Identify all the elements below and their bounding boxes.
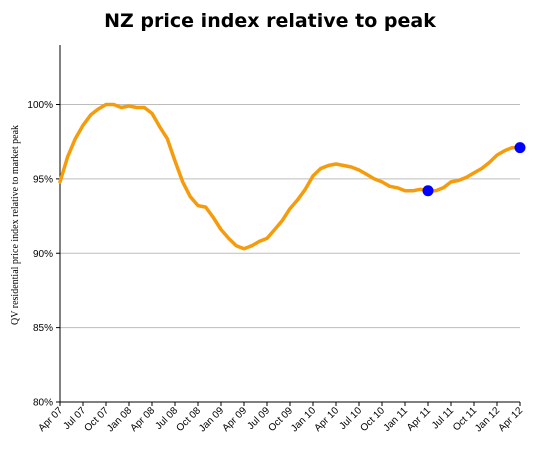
- x-tick-label: Apr 12: [497, 405, 526, 434]
- data-point-marker: [422, 185, 434, 197]
- highlight-markers: [422, 142, 526, 197]
- y-tick-label: 100%: [27, 100, 53, 111]
- gridlines: [60, 104, 520, 329]
- x-tick-label: Apr 08: [129, 405, 158, 434]
- x-tick-label: Oct 10: [359, 405, 388, 434]
- y-axis-label: QV residential price index relative to m…: [10, 125, 21, 325]
- axes: [56, 45, 521, 406]
- x-tick-label: Jan 12: [473, 405, 502, 434]
- y-tick-label: 80%: [33, 398, 53, 409]
- x-tick-label: Jan 10: [289, 405, 318, 434]
- x-tick-label: Apr 11: [405, 405, 433, 433]
- x-tick-label: Apr 07: [37, 405, 66, 434]
- y-tick-label: 85%: [33, 323, 53, 334]
- x-tick-label: Apr 09: [221, 405, 250, 434]
- series-line-price-index: [58, 102, 522, 251]
- data-point-marker: [514, 142, 526, 154]
- y-tick-label: 95%: [33, 174, 53, 185]
- y-tick-label: 90%: [33, 249, 53, 260]
- x-tick-label: Apr 10: [313, 405, 342, 434]
- x-tick-label: Jan 08: [105, 405, 134, 434]
- x-tick-label: Jan 11: [382, 405, 411, 434]
- y-tick-labels: 80% 85% 90% 95% 100%: [27, 100, 53, 409]
- chart-title: NZ price index relative to peak: [104, 10, 436, 32]
- x-tick-label: Jan 09: [197, 405, 226, 434]
